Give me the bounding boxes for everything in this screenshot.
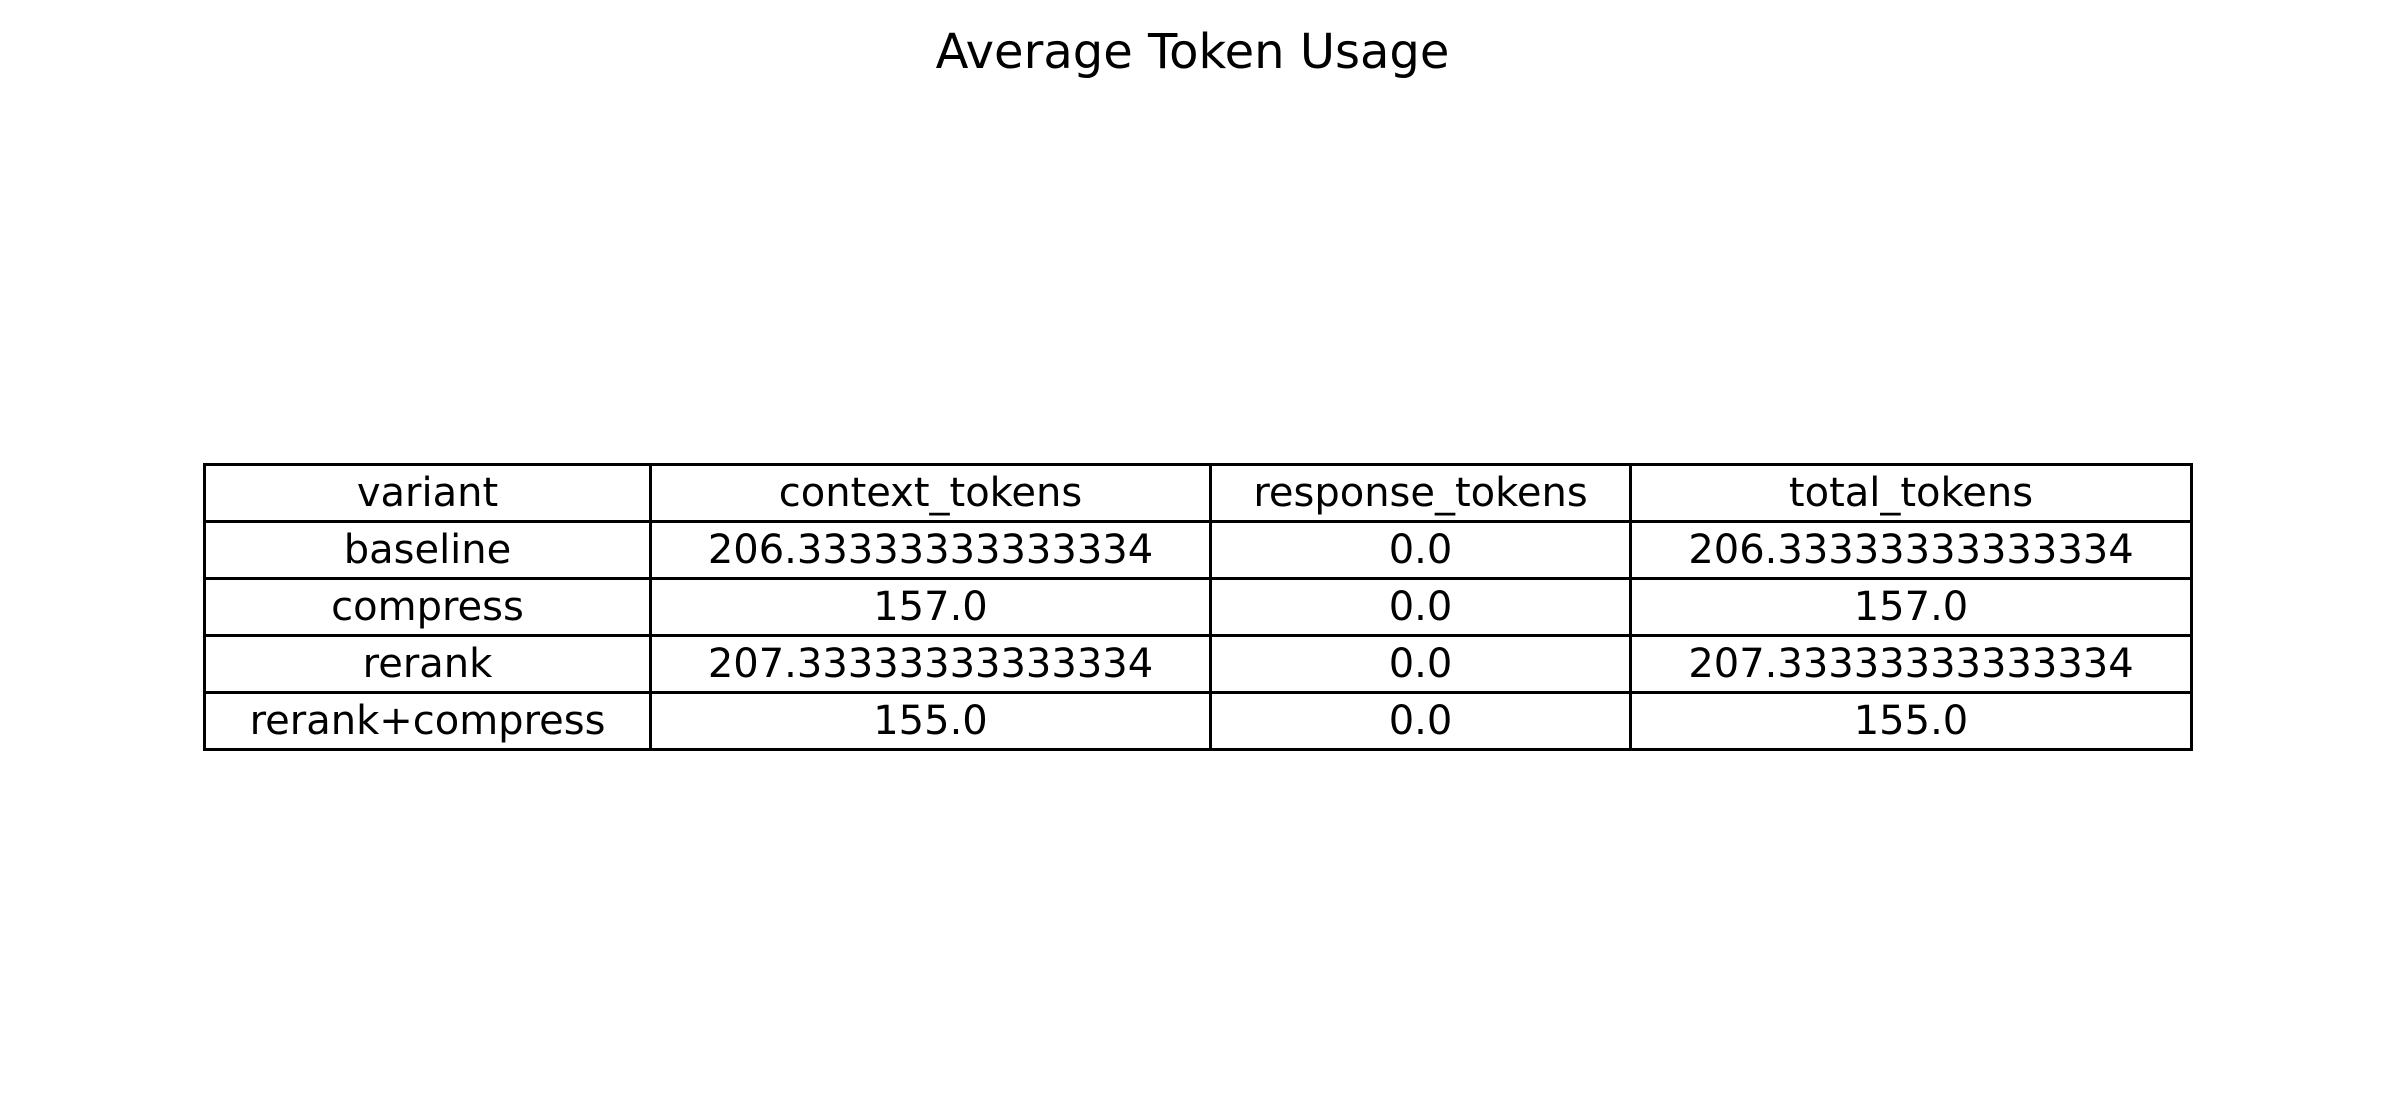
table-cell-response-tokens: 0.0 xyxy=(1209,577,1632,637)
table-header-row: variant context_tokens response_tokens t… xyxy=(203,463,2193,523)
table-cell-response-tokens: 0.0 xyxy=(1209,634,1632,694)
table-cell-context-tokens: 157.0 xyxy=(649,577,1212,637)
table-cell-variant: baseline xyxy=(203,520,652,580)
table-cell-variant: rerank+compress xyxy=(203,691,652,751)
table-row: rerank+compress 155.0 0.0 155.0 xyxy=(203,691,2193,751)
table-cell-context-tokens: 207.33333333333334 xyxy=(649,634,1212,694)
table-cell-context-tokens: 155.0 xyxy=(649,691,1212,751)
table-row: baseline 206.33333333333334 0.0 206.3333… xyxy=(203,520,2193,580)
column-header-variant: variant xyxy=(203,463,652,523)
chart-title: Average Token Usage xyxy=(935,24,1450,80)
table-row: compress 157.0 0.0 157.0 xyxy=(203,577,2193,637)
data-table: variant context_tokens response_tokens t… xyxy=(203,463,2193,751)
column-header-context-tokens: context_tokens xyxy=(649,463,1212,523)
table-cell-total-tokens: 206.33333333333334 xyxy=(1629,520,2193,580)
table-cell-response-tokens: 0.0 xyxy=(1209,691,1632,751)
table-cell-response-tokens: 0.0 xyxy=(1209,520,1632,580)
column-header-total-tokens: total_tokens xyxy=(1629,463,2193,523)
table-cell-context-tokens: 206.33333333333334 xyxy=(649,520,1212,580)
table-cell-total-tokens: 207.33333333333334 xyxy=(1629,634,2193,694)
table-row: rerank 207.33333333333334 0.0 207.333333… xyxy=(203,634,2193,694)
table-cell-variant: compress xyxy=(203,577,652,637)
column-header-response-tokens: response_tokens xyxy=(1209,463,1632,523)
table-cell-variant: rerank xyxy=(203,634,652,694)
table-cell-total-tokens: 157.0 xyxy=(1629,577,2193,637)
table-cell-total-tokens: 155.0 xyxy=(1629,691,2193,751)
